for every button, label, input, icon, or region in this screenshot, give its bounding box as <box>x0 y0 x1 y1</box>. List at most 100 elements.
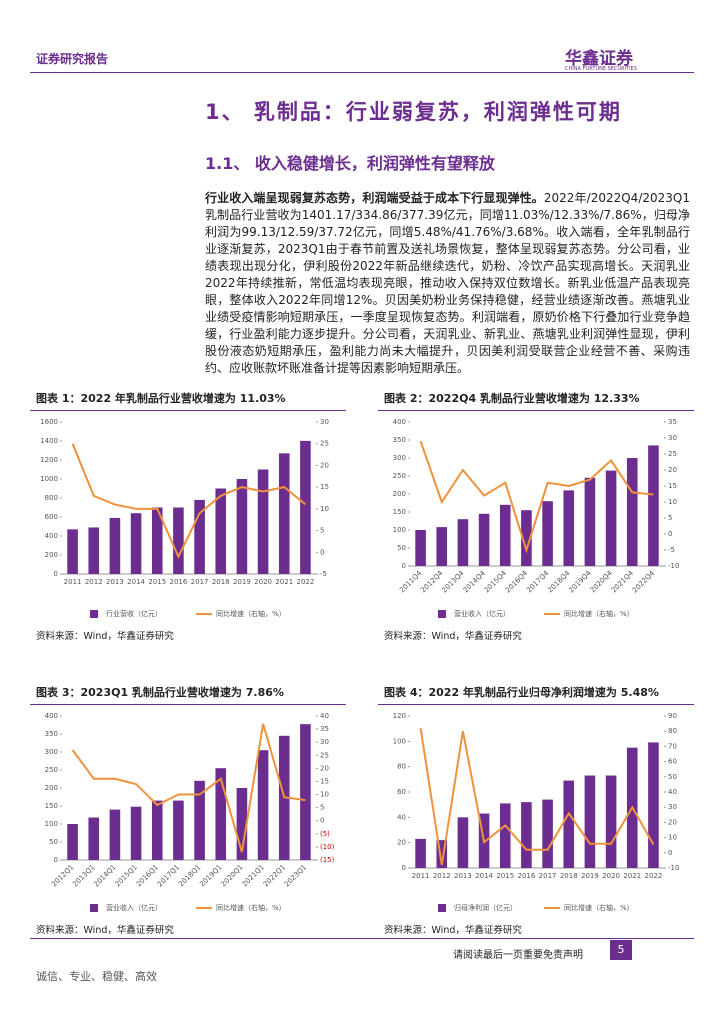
y2-tick-label: 10 <box>668 834 677 842</box>
x-tick-label: 2018Q1 <box>177 863 202 888</box>
x-tick-label: 2012Q1 <box>50 863 75 888</box>
y-tick-label: 120 <box>393 712 406 720</box>
x-tick-label: 2019 <box>581 872 599 880</box>
bar <box>436 527 448 566</box>
y2-tick-label: 25 <box>320 440 329 448</box>
y-tick-label: 300 <box>393 454 406 462</box>
y2-tick-label: 0 <box>320 817 324 825</box>
line-series <box>71 723 306 853</box>
y2-tick-label: 15 <box>668 482 677 490</box>
x-tick-label: 2013 <box>106 578 124 586</box>
y-tick-label: 300 <box>45 748 58 756</box>
page-number: 5 <box>610 940 632 960</box>
x-tick-label: 2017 <box>539 872 557 880</box>
y2-tick-label: 30 <box>320 738 329 746</box>
x-tick-label: 2016Q1 <box>135 863 160 888</box>
legend-label: 行业营收（亿元） <box>106 609 162 618</box>
y-tick-label: 40 <box>397 813 406 821</box>
chart: 0 20 40 60 80 100 120 -10 0 10 20 30 40 50 60 70 80 90 201… <box>393 712 679 912</box>
legend-label: 同比增速（右轴，%） <box>216 609 286 618</box>
x-tick-label: 2012 <box>85 578 103 586</box>
y-tick-label: 0 <box>402 864 406 872</box>
y-tick-label: 50 <box>49 838 58 846</box>
source: 资料来源：Wind，华鑫证券研究 <box>36 925 174 936</box>
x-tick-label: 2014 <box>127 578 145 586</box>
y2-tick-label: 25 <box>668 450 677 458</box>
x-tick-label: 2012 <box>433 872 451 880</box>
x-tick-label: 2017 <box>191 578 209 586</box>
y2-tick-label: 25 <box>320 751 329 759</box>
bar <box>563 780 575 868</box>
line-series <box>419 440 654 554</box>
x-tick-label: 2011 <box>412 872 430 880</box>
chart: 0 50 100 150 200 250 300 350 400 -10 -5 0 5 10 15 20 25 3… <box>393 418 679 618</box>
bar <box>415 838 426 868</box>
figure-title: 图表 3：2023Q1 乳制品行业营收增速为 7.86% <box>36 686 284 699</box>
bar <box>109 809 121 860</box>
bar <box>257 750 269 860</box>
bar <box>457 519 469 566</box>
legend-label: 归母净利润（亿元） <box>454 903 517 912</box>
bar <box>300 440 311 574</box>
bar <box>584 775 596 868</box>
x-tick-label: 2013Q1 <box>71 863 96 888</box>
y2-tick-label: -10 <box>668 864 679 872</box>
y2-tick-label: (15) <box>320 856 335 864</box>
figure: 图表 1：2022 年乳制品行业营收增速为 11.03% 资料来源：Wind，华鑫… <box>30 388 346 642</box>
y2-tick-label: 5 <box>668 514 672 522</box>
bar <box>236 479 248 574</box>
legend-swatch <box>438 904 446 912</box>
y-tick-label: 400 <box>45 532 58 540</box>
legend-swatch <box>438 610 446 618</box>
legend-label: 同比增速（右轴，%） <box>564 609 634 618</box>
y2-tick-label: 40 <box>668 788 677 796</box>
bar <box>648 742 659 868</box>
x-tick-label: 2018 <box>212 578 230 586</box>
y2-tick-label: 90 <box>668 712 677 720</box>
y-tick-label: 100 <box>45 820 58 828</box>
bar <box>521 510 532 566</box>
bar <box>436 840 448 868</box>
bar <box>605 775 617 868</box>
y-tick-label: 800 <box>45 494 58 502</box>
footer-rule <box>30 938 694 939</box>
bar <box>67 529 78 574</box>
figure: 图表 3：2023Q1 乳制品行业营收增速为 7.86% 资料来源：Wind，华鑫… <box>30 682 346 936</box>
y2-tick-label: (10) <box>320 843 335 851</box>
bar <box>626 458 638 566</box>
bar <box>257 469 269 574</box>
legend-label: 同比增速（右轴，%） <box>216 903 286 912</box>
y2-tick-label: 30 <box>320 418 329 426</box>
bar <box>278 453 290 574</box>
motto: 诚信、专业、稳健、高效 <box>36 970 157 983</box>
y-tick-label: 150 <box>393 508 406 516</box>
y-tick-label: 0 <box>54 570 58 578</box>
figure-title: 图表 2：2022Q4 乳制品行业营收增速为 12.33% <box>384 392 640 405</box>
bar <box>542 501 553 566</box>
y-tick-label: 400 <box>393 418 406 426</box>
source: 资料来源：Wind，华鑫证券研究 <box>384 631 522 642</box>
x-tick-label: 2017Q1 <box>156 863 181 888</box>
y2-tick-label: 70 <box>668 742 677 750</box>
figure-title: 图表 4：2022 年乳制品行业归母净利润增速为 5.48% <box>384 686 659 699</box>
bar <box>67 824 78 860</box>
legend-swatch <box>90 610 98 618</box>
y2-tick-label: 80 <box>668 727 677 735</box>
bar <box>130 806 142 860</box>
y2-tick-label: 50 <box>668 773 677 781</box>
source: 资料来源：Wind，华鑫证券研究 <box>36 631 174 642</box>
x-tick-label: 2022Q4 <box>631 569 657 595</box>
bar <box>194 499 205 574</box>
bar <box>605 470 617 566</box>
y2-tick-label: 5 <box>320 527 324 535</box>
heading-2: 1.1、 收入稳健增长，利润弹性有望释放 <box>205 154 495 173</box>
bar <box>478 513 490 566</box>
body-text: 行业收入端呈现弱复苏态势，利润端受益于成本下行显现弹性。2022年/2022Q4… <box>205 190 690 377</box>
y2-tick-label: 30 <box>668 434 677 442</box>
legend-label: 营业收入（亿元） <box>454 609 510 618</box>
y-tick-label: 1200 <box>40 456 58 464</box>
bar <box>151 507 163 574</box>
y2-tick-label: 10 <box>668 498 677 506</box>
y-tick-label: 100 <box>393 737 406 745</box>
y-tick-label: 350 <box>45 730 58 738</box>
